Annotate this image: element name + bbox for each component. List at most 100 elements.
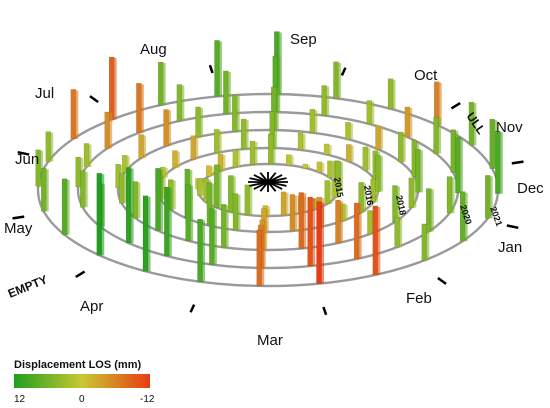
month-label-sep: Sep: [290, 31, 317, 48]
bar-side: [264, 220, 268, 250]
bar-body: [280, 191, 287, 216]
bar-body: [375, 125, 381, 150]
bar-body: [450, 129, 456, 173]
bar-side: [490, 176, 493, 219]
bar-body: [345, 122, 351, 140]
year-label-2018: 2018: [394, 194, 408, 216]
bar: [157, 61, 166, 106]
bar-side: [67, 179, 70, 235]
bar-body: [353, 202, 360, 260]
bar: [41, 168, 49, 212]
bar-side: [340, 201, 343, 244]
bar-side: [363, 183, 367, 213]
month-label-mar: Mar: [257, 332, 283, 349]
bar-side: [85, 171, 88, 208]
bar: [285, 154, 294, 166]
bar-side: [465, 192, 468, 242]
bar-side: [294, 195, 298, 231]
bar: [316, 201, 325, 284]
bar: [327, 160, 335, 179]
bar-side: [371, 101, 375, 124]
bar: [232, 94, 240, 132]
bar: [164, 186, 172, 257]
bar-side: [173, 180, 176, 210]
bar: [70, 89, 79, 140]
bar-body: [332, 180, 338, 198]
bar-side: [266, 209, 269, 232]
bar-body: [489, 119, 495, 169]
bar-side: [109, 112, 113, 149]
bar-body: [80, 170, 86, 208]
bar-side: [473, 103, 477, 146]
month-label-jan: Jan: [498, 239, 522, 256]
bar: [433, 116, 442, 154]
bar-body: [397, 131, 404, 163]
bar-side: [274, 112, 278, 149]
bar-side: [326, 86, 330, 116]
bar-side: [263, 225, 266, 268]
bar-side: [460, 137, 463, 193]
bar-side: [101, 174, 105, 256]
bar-side: [168, 110, 172, 146]
bar: [333, 61, 341, 99]
bar-body: [197, 178, 203, 196]
bar-body: [267, 133, 274, 165]
bar-body: [75, 156, 81, 188]
bar-body: [459, 191, 466, 242]
bar: [366, 100, 375, 125]
bar-side: [340, 161, 343, 191]
bar-side: [314, 110, 318, 133]
bar-side: [137, 182, 141, 218]
bar-body: [289, 194, 296, 232]
bar: [421, 223, 430, 261]
bar-side: [181, 85, 185, 122]
bar: [214, 40, 222, 97]
bar: [309, 108, 318, 133]
bar: [316, 161, 325, 173]
bar-side: [124, 174, 127, 204]
month-label-jun: Jun: [15, 151, 39, 168]
bar-body: [232, 193, 239, 231]
bar: [394, 217, 403, 248]
month-label-nov: Nov: [496, 119, 523, 136]
bar-body: [240, 118, 247, 150]
bar: [163, 109, 172, 147]
bar-body: [223, 70, 229, 115]
bar-side: [359, 203, 362, 259]
bar: [61, 178, 70, 235]
bar-side: [214, 209, 217, 265]
bar: [121, 155, 130, 173]
state-label-ull: ULL: [464, 110, 489, 137]
bar-body: [228, 175, 234, 213]
bar-side: [50, 132, 54, 162]
bar-side: [200, 107, 204, 137]
bar-body: [256, 229, 262, 287]
bar-body: [108, 56, 115, 120]
bar-side: [165, 168, 168, 178]
bar-body: [309, 108, 316, 133]
bar: [195, 106, 204, 138]
legend-title: Displacement LOS (mm): [14, 359, 141, 371]
bar-side: [345, 204, 348, 221]
bar: [244, 184, 253, 216]
bar-body: [214, 40, 220, 97]
bar-body: [213, 164, 220, 208]
bar-body: [297, 132, 304, 151]
bar-body: [70, 89, 77, 140]
bar-side: [267, 206, 271, 216]
bar-body: [41, 168, 47, 212]
bar-side: [228, 71, 231, 114]
bar-body: [387, 78, 394, 109]
month-tick: [322, 306, 328, 316]
legend-tick-zero: 0: [79, 394, 85, 405]
bar-body: [142, 195, 149, 272]
bar-side: [413, 178, 417, 208]
bar: [289, 194, 298, 232]
bar: [155, 168, 163, 231]
bar-body: [370, 178, 376, 203]
bar: [45, 131, 54, 162]
bar-body: [213, 129, 220, 154]
bar-body: [195, 106, 201, 138]
legend-tick-max: 12: [14, 394, 26, 405]
bar-side: [237, 194, 241, 231]
